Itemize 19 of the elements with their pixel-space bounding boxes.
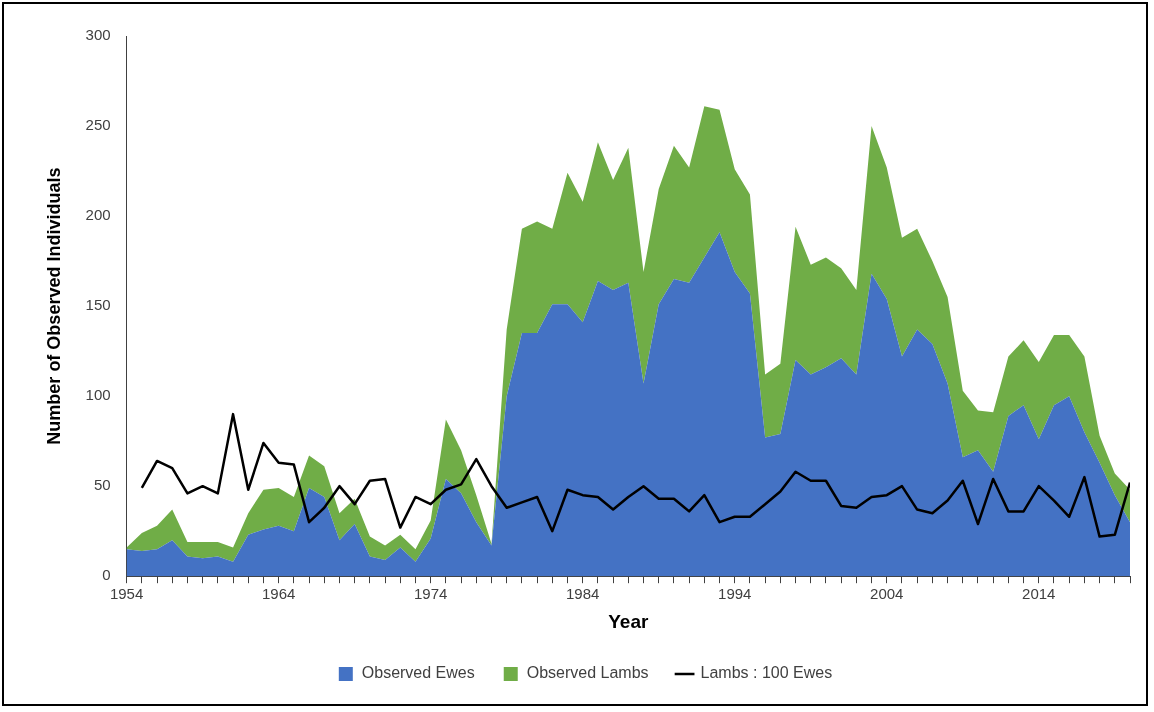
x-axis-title: Year bbox=[608, 610, 649, 632]
y-tick-label: 100 bbox=[85, 386, 111, 404]
x-tick-label: 2004 bbox=[870, 585, 904, 603]
x-tick-label: 2014 bbox=[1022, 585, 1056, 603]
y-tick-label: 200 bbox=[85, 206, 111, 224]
legend-label: Observed Ewes bbox=[361, 664, 475, 682]
legend-label: Lambs : 100 Ewes bbox=[700, 664, 833, 682]
y-tick-label: 50 bbox=[93, 476, 111, 494]
legend-label: Observed Lambs bbox=[526, 664, 649, 682]
y-axis-title: Number of Observed Individuals bbox=[43, 167, 64, 445]
y-tick-label: 250 bbox=[85, 116, 111, 134]
x-tick-label: 1994 bbox=[718, 585, 752, 603]
y-tick-label: 300 bbox=[85, 26, 111, 44]
y-tick-label: 150 bbox=[85, 296, 111, 314]
x-tick-label: 1984 bbox=[566, 585, 600, 603]
x-tick-label: 1954 bbox=[109, 585, 144, 603]
y-tick-label: 0 bbox=[102, 566, 111, 584]
x-tick-label: 1974 bbox=[413, 585, 448, 603]
x-tick-label: 1964 bbox=[261, 585, 296, 603]
